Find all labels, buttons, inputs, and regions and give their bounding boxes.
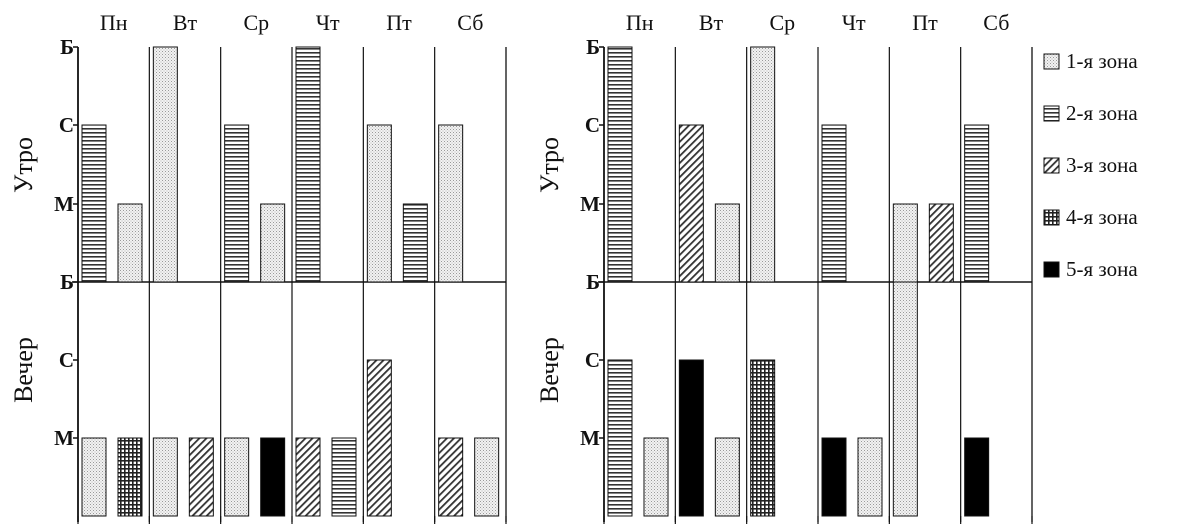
legend-label: 1-я зона — [1066, 49, 1138, 73]
bar-evening-Пт-zone3 — [366, 359, 392, 517]
day-label: Чт — [316, 10, 340, 35]
bar-morning-Ср-zone1 — [260, 203, 286, 283]
day-label: Вт — [173, 10, 198, 35]
bar-evening-Сб-zone3 — [438, 437, 464, 517]
bar-evening-Чт-zone1 — [857, 437, 883, 517]
legend-label: 2-я зона — [1066, 101, 1138, 125]
bar-evening-Чт-zone2 — [331, 437, 357, 517]
day-label: Сб — [983, 10, 1009, 35]
level-tick-label: Б — [586, 35, 600, 59]
level-tick-label: Б — [586, 270, 600, 294]
bar-morning-Ср-zone1 — [750, 46, 776, 283]
bar-morning-Чт-zone2 — [295, 46, 321, 283]
bar-evening-Чт-zone5 — [821, 437, 847, 517]
day-label: Чт — [842, 10, 866, 35]
legend-swatch — [1043, 261, 1060, 278]
day-label: Ср — [243, 10, 269, 35]
bar-morning-Сб-zone2 — [964, 124, 990, 283]
level-tick-label: М — [580, 192, 600, 216]
legend: 1-я зона 2-я зона 3-я зона 4-я зона 5-я зона — [1043, 49, 1138, 281]
legend-swatch — [1043, 53, 1060, 70]
bar-evening-Вт-zone1 — [152, 437, 178, 517]
row-label-evening: Вечер — [535, 337, 564, 403]
day-label: Пт — [386, 10, 412, 35]
bar-morning-Вт-zone1 — [714, 203, 740, 283]
bar-morning-Чт-zone2 — [821, 124, 847, 283]
legend-label: 5-я зона — [1066, 257, 1138, 281]
panel-1: Пн Вт Ср Чт Пт Сб М С Б М С Б Утро Вечер — [9, 10, 507, 524]
day-label: Сб — [457, 10, 483, 35]
bar-evening-Пн-zone2 — [607, 359, 633, 517]
bar-evening-Пн-zone1 — [643, 437, 669, 517]
bar-morning-Пт-zone1 — [892, 203, 918, 283]
bar-evening-Вт-zone3 — [188, 437, 214, 517]
bar-morning-Сб-zone1 — [438, 124, 464, 283]
level-tick-label: Б — [60, 270, 74, 294]
bar-morning-Вт-zone1 — [152, 46, 178, 283]
row-label-morning: Утро — [535, 137, 564, 193]
day-label: Пт — [912, 10, 938, 35]
row-label-morning: Утро — [9, 137, 38, 193]
bar-evening-Сб-zone1 — [474, 437, 500, 517]
level-tick-label: М — [54, 192, 74, 216]
bar-morning-Пн-zone1 — [117, 203, 143, 283]
day-label: Пн — [100, 10, 128, 35]
bar-evening-Ср-zone4 — [750, 359, 776, 517]
level-tick-label: С — [585, 113, 600, 137]
level-tick-label: С — [585, 348, 600, 372]
bar-evening-Вт-zone5 — [678, 359, 704, 517]
bar-evening-Пт-zone1 — [892, 281, 918, 517]
panel-2: Пн Вт Ср Чт Пт Сб М С Б М С Б Утро Вечер — [535, 10, 1033, 524]
bar-morning-Пн-zone2 — [81, 124, 107, 283]
bar-evening-Пн-zone4 — [117, 437, 143, 517]
legend-label: 3-я зона — [1066, 153, 1138, 177]
bar-morning-Ср-zone2 — [224, 124, 250, 283]
level-tick-label: С — [59, 113, 74, 137]
bar-morning-Пт-zone2 — [402, 203, 428, 283]
bar-morning-Пт-zone3 — [928, 203, 954, 283]
bar-morning-Вт-zone3 — [678, 124, 704, 283]
bar-evening-Чт-zone3 — [295, 437, 321, 517]
bar-morning-Пн-zone2 — [607, 46, 633, 283]
legend-swatch — [1043, 157, 1060, 174]
day-label: Вт — [699, 10, 724, 35]
bar-evening-Вт-zone1 — [714, 437, 740, 517]
level-tick-label: М — [580, 426, 600, 450]
bar-evening-Пн-zone1 — [81, 437, 107, 517]
level-tick-label: С — [59, 348, 74, 372]
row-label-evening: Вечер — [9, 337, 38, 403]
legend-swatch — [1043, 105, 1060, 122]
legend-label: 4-я зона — [1066, 205, 1138, 229]
bar-morning-Пт-zone1 — [366, 124, 392, 283]
day-label: Пн — [626, 10, 654, 35]
day-label: Ср — [769, 10, 795, 35]
bar-evening-Сб-zone5 — [964, 437, 990, 517]
level-tick-label: Б — [60, 35, 74, 59]
bar-evening-Ср-zone1 — [224, 437, 250, 517]
level-tick-label: М — [54, 426, 74, 450]
bar-evening-Ср-zone5 — [260, 437, 286, 517]
legend-swatch — [1043, 209, 1060, 226]
